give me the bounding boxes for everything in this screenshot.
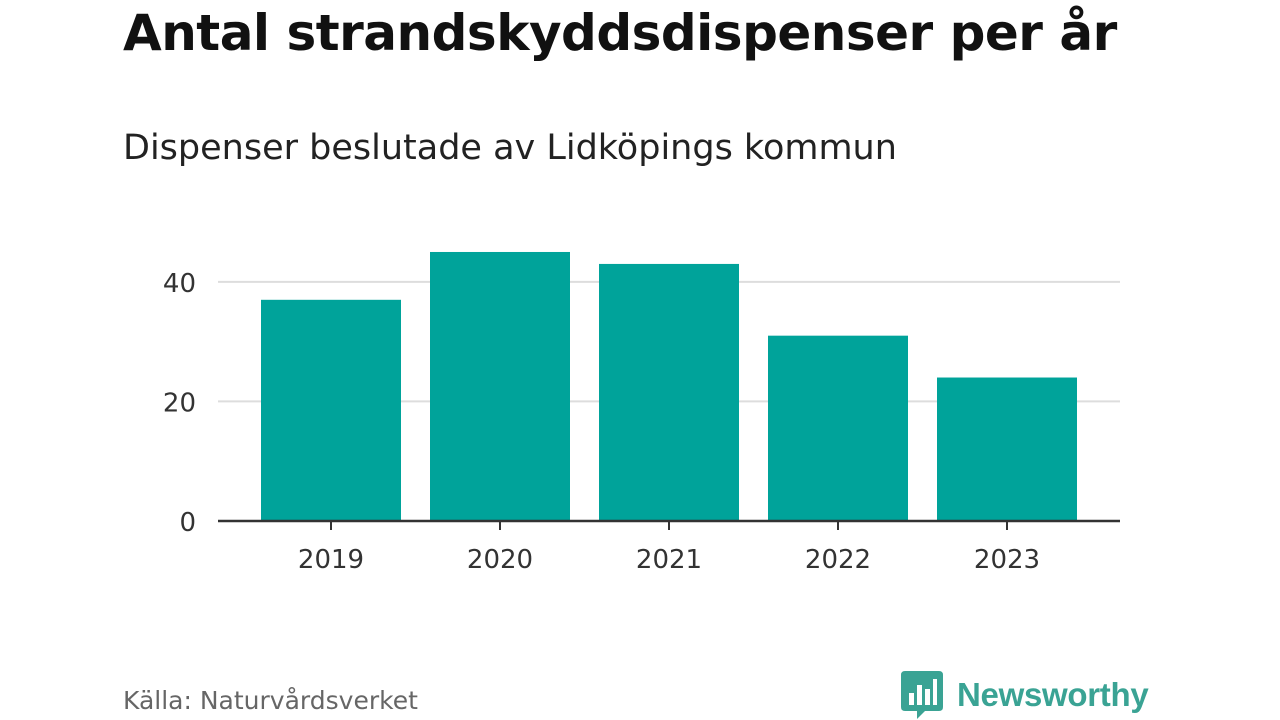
- y-tick-label: 0: [179, 508, 196, 538]
- bars: [261, 251, 1077, 521]
- y-tick-label: 40: [163, 269, 196, 299]
- newsworthy-brand-name: Newsworthy: [957, 676, 1149, 713]
- newsworthy-logo: Newsworthy: [901, 671, 1149, 719]
- x-tick-label: 2021: [636, 545, 702, 575]
- bar-2022: [768, 335, 908, 521]
- bar-2019: [261, 299, 401, 521]
- chart-title: Antal strandskyddsdispenser per år: [123, 4, 1117, 62]
- x-tick-label: 2020: [467, 545, 533, 575]
- source-note: Källa: Naturvårdsverket: [123, 686, 418, 715]
- x-tick-label: 2022: [805, 545, 871, 575]
- bar-2023: [937, 377, 1077, 521]
- bar-2021: [599, 263, 739, 521]
- x-tick-label: 2019: [298, 545, 364, 575]
- axes: 0 20 40 2019 2020 2021 2022 2023: [163, 269, 1120, 575]
- chart-subtitle: Dispenser beslutade av Lidköpings kommun: [123, 128, 897, 168]
- x-tick-label: 2023: [974, 545, 1040, 575]
- newsworthy-logo-icon: [901, 671, 943, 719]
- bar-2020: [430, 251, 570, 521]
- y-tick-label: 20: [163, 388, 196, 418]
